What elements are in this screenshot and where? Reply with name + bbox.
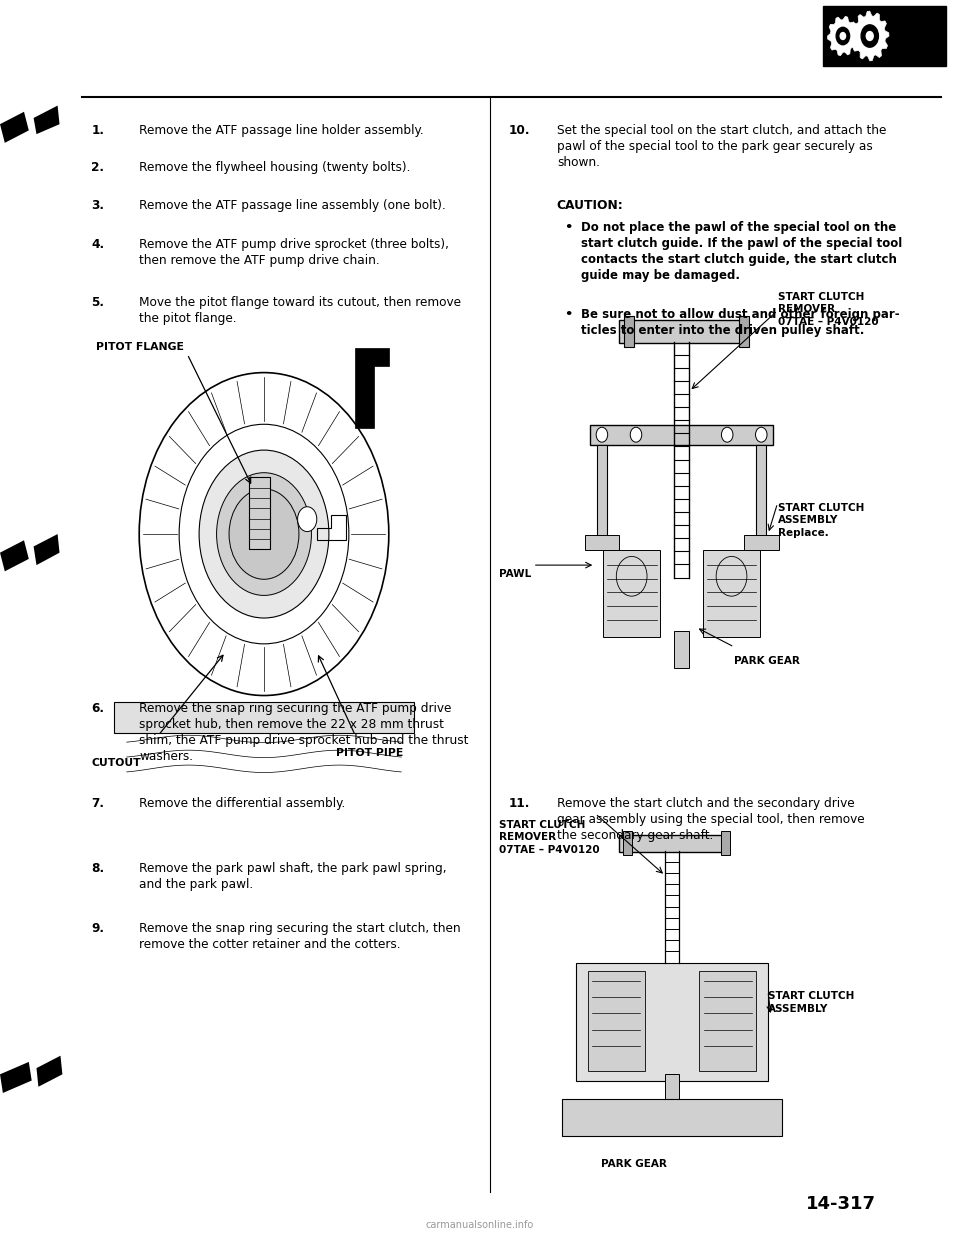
Text: START CLUTCH
ASSEMBLY
Replace.: START CLUTCH ASSEMBLY Replace. bbox=[778, 503, 864, 538]
Circle shape bbox=[199, 450, 329, 619]
Text: Remove the ATF passage line holder assembly.: Remove the ATF passage line holder assem… bbox=[139, 124, 423, 137]
Bar bbox=[562, 1099, 782, 1136]
Text: PAWL: PAWL bbox=[499, 569, 532, 579]
Text: PITOT PIPE: PITOT PIPE bbox=[336, 748, 403, 758]
Text: 8.: 8. bbox=[91, 862, 105, 874]
Text: 5.: 5. bbox=[91, 296, 105, 308]
Text: Remove the differential assembly.: Remove the differential assembly. bbox=[139, 797, 346, 810]
Text: 9.: 9. bbox=[91, 922, 105, 934]
Circle shape bbox=[722, 427, 733, 442]
Polygon shape bbox=[828, 16, 858, 56]
Text: 3.: 3. bbox=[91, 199, 105, 211]
Text: 6.: 6. bbox=[91, 702, 105, 714]
Polygon shape bbox=[34, 106, 60, 134]
Polygon shape bbox=[355, 348, 389, 428]
Text: 4.: 4. bbox=[91, 238, 105, 251]
Circle shape bbox=[180, 425, 348, 643]
Polygon shape bbox=[34, 534, 60, 565]
Text: Remove the flywheel housing (twenty bolts).: Remove the flywheel housing (twenty bolt… bbox=[139, 161, 411, 174]
Text: Remove the park pawl shaft, the park pawl spring,
and the park pawl.: Remove the park pawl shaft, the park paw… bbox=[139, 862, 446, 891]
Bar bbox=[623, 831, 632, 856]
Polygon shape bbox=[0, 112, 29, 143]
Bar bbox=[823, 6, 946, 66]
Text: Remove the snap ring securing the ATF pump drive
sprocket hub, then remove the 2: Remove the snap ring securing the ATF pu… bbox=[139, 702, 468, 763]
Circle shape bbox=[630, 427, 641, 442]
Text: Do not place the pawl of the special tool on the
start clutch guide. If the pawl: Do not place the pawl of the special too… bbox=[581, 221, 902, 282]
Text: PARK GEAR: PARK GEAR bbox=[601, 1159, 666, 1169]
Circle shape bbox=[217, 473, 311, 595]
Text: 10.: 10. bbox=[509, 124, 530, 137]
Text: 11.: 11. bbox=[509, 797, 530, 810]
Circle shape bbox=[861, 25, 878, 47]
Bar bbox=[674, 631, 689, 668]
Text: PARK GEAR: PARK GEAR bbox=[734, 656, 801, 666]
Bar bbox=[756, 445, 766, 538]
Bar bbox=[703, 550, 760, 637]
Bar bbox=[590, 425, 773, 445]
Bar bbox=[603, 550, 660, 637]
Circle shape bbox=[866, 31, 874, 41]
Circle shape bbox=[229, 489, 299, 579]
Polygon shape bbox=[851, 11, 889, 61]
Circle shape bbox=[596, 427, 608, 442]
Text: START CLUTCH
ASSEMBLY: START CLUTCH ASSEMBLY bbox=[768, 991, 854, 1013]
Circle shape bbox=[139, 373, 389, 696]
Text: Set the special tool on the start clutch, and attach the
pawl of the special too: Set the special tool on the start clutch… bbox=[557, 124, 886, 169]
Text: •: • bbox=[564, 221, 573, 233]
Text: Remove the ATF passage line assembly (one bolt).: Remove the ATF passage line assembly (on… bbox=[139, 199, 446, 211]
Text: 1.: 1. bbox=[91, 124, 105, 137]
Text: PITOT FLANGE: PITOT FLANGE bbox=[96, 342, 184, 351]
Circle shape bbox=[756, 427, 767, 442]
Polygon shape bbox=[0, 1062, 32, 1093]
Text: 7.: 7. bbox=[91, 797, 105, 810]
Text: 14-317: 14-317 bbox=[806, 1195, 876, 1212]
Text: Remove the ATF pump drive sprocket (three bolts),
then remove the ATF pump drive: Remove the ATF pump drive sprocket (thre… bbox=[139, 238, 449, 267]
Bar bbox=[744, 535, 779, 550]
Text: CUTOUT: CUTOUT bbox=[91, 758, 141, 768]
Bar bbox=[249, 477, 270, 549]
Bar bbox=[739, 315, 749, 348]
Bar bbox=[114, 702, 414, 733]
Circle shape bbox=[836, 27, 850, 45]
Bar bbox=[585, 535, 619, 550]
Text: Move the pitot flange toward its cutout, then remove
the pitot flange.: Move the pitot flange toward its cutout,… bbox=[139, 296, 461, 324]
Text: START CLUTCH
REMOVER
07TAE – P4V0120: START CLUTCH REMOVER 07TAE – P4V0120 bbox=[778, 292, 878, 327]
Text: carmanualsonline.info: carmanualsonline.info bbox=[426, 1220, 534, 1230]
Text: •: • bbox=[564, 308, 573, 320]
Bar bbox=[619, 320, 744, 343]
Polygon shape bbox=[0, 540, 29, 571]
Text: START CLUTCH
REMOVER
07TAE – P4V0120: START CLUTCH REMOVER 07TAE – P4V0120 bbox=[499, 820, 600, 854]
Bar bbox=[619, 835, 725, 852]
Bar bbox=[721, 831, 730, 856]
Bar bbox=[699, 971, 756, 1071]
Bar bbox=[588, 971, 645, 1071]
Text: Be sure not to allow dust and other foreign par-
ticles to enter into the driven: Be sure not to allow dust and other fore… bbox=[581, 308, 900, 337]
Bar bbox=[665, 1074, 679, 1099]
Circle shape bbox=[298, 507, 317, 532]
Bar bbox=[576, 963, 768, 1081]
Text: Remove the start clutch and the secondary drive
gear assembly using the special : Remove the start clutch and the secondar… bbox=[557, 797, 864, 842]
Text: CAUTION:: CAUTION: bbox=[557, 199, 624, 211]
Circle shape bbox=[840, 32, 846, 40]
Polygon shape bbox=[36, 1056, 62, 1087]
Text: Remove the snap ring securing the start clutch, then
remove the cotter retainer : Remove the snap ring securing the start … bbox=[139, 922, 461, 950]
Text: 2.: 2. bbox=[91, 161, 105, 174]
Bar bbox=[624, 315, 634, 348]
Bar bbox=[597, 445, 607, 538]
